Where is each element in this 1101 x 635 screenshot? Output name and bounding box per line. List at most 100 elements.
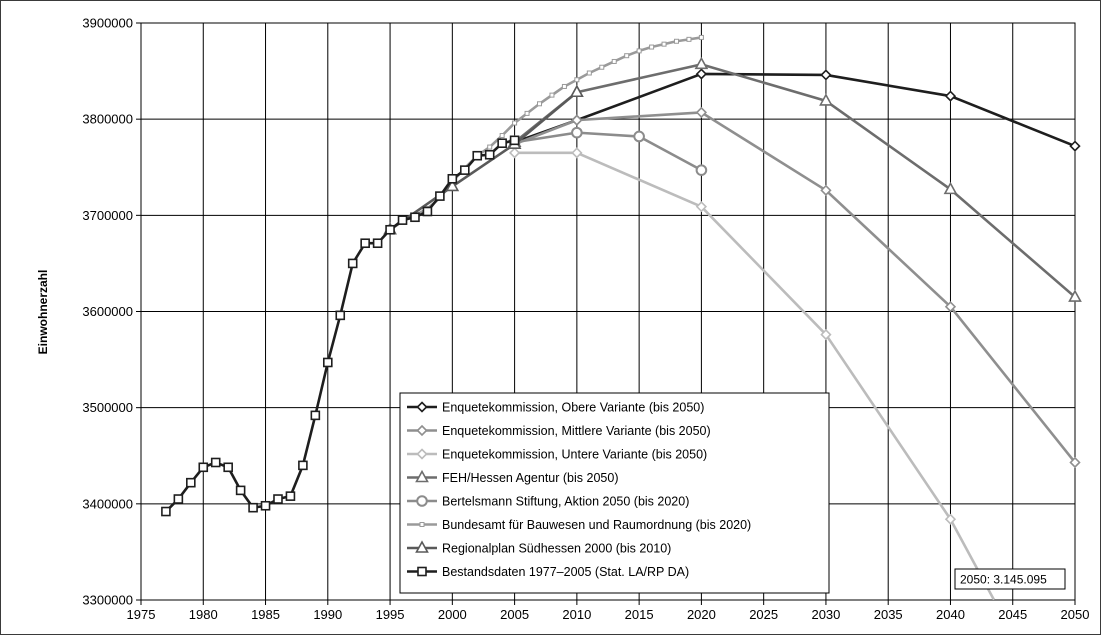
- data-point: [397, 215, 408, 225]
- x-tick-label: 1995: [376, 607, 405, 622]
- y-axis-label: Einwohnerzahl: [36, 270, 50, 355]
- data-point: [322, 357, 333, 368]
- data-point: [508, 147, 521, 159]
- data-point: [695, 201, 708, 213]
- data-point: [695, 106, 708, 119]
- data-point: [248, 502, 258, 513]
- x-axis: 1975 1980 1985 1990 1995 2000 2005 2010 2015 2020…: [127, 600, 1089, 622]
- data-point: [487, 144, 493, 150]
- y-tick-label: 3700000: [82, 208, 133, 223]
- legend-item: Bestandsdaten 1977–2005 (Stat. LA/RP DA): [407, 565, 689, 579]
- x-tick-label: 1985: [251, 607, 280, 622]
- data-point: [694, 56, 709, 70]
- data-point: [944, 301, 957, 313]
- y-tick-label: 3300000: [82, 593, 133, 608]
- legend-marker: [417, 566, 427, 577]
- legend-box: [399, 392, 830, 594]
- data-point: [173, 494, 184, 504]
- data-point: [686, 36, 692, 42]
- y-tick-label: 3400000: [82, 496, 133, 511]
- data-point: [273, 494, 283, 504]
- data-point: [509, 135, 520, 146]
- legend-label: Enquetekommission, Obere Variante (bis 2…: [442, 401, 704, 415]
- data-point: [198, 462, 209, 473]
- data-point: [820, 69, 832, 81]
- data-point: [260, 500, 271, 511]
- legend-marker: [416, 495, 428, 507]
- data-point: [497, 138, 507, 149]
- data-point: [944, 90, 957, 102]
- x-tick-label: 2005: [500, 607, 529, 622]
- legend-label: Regionalplan Südhessen 2000 (bis 2010): [442, 542, 671, 556]
- data-point: [695, 68, 708, 80]
- legend-marker: [416, 424, 428, 437]
- data-point: [298, 460, 308, 471]
- series-line: [389, 91, 578, 231]
- data-point: [571, 126, 583, 139]
- series-layer: [161, 34, 1082, 600]
- data-point: [661, 41, 667, 47]
- data-point: [624, 53, 630, 59]
- data-point: [223, 462, 233, 473]
- data-point: [335, 310, 346, 321]
- data-point: [1068, 289, 1082, 302]
- legend-marker: [415, 469, 429, 483]
- data-point: [695, 164, 708, 176]
- data-point: [599, 64, 605, 70]
- legend-item: Enquetekommission, Untere Variante (bis …: [407, 448, 707, 462]
- x-tick-label: 2030: [811, 607, 840, 622]
- data-point: [698, 34, 704, 40]
- x-tick-label: 2045: [998, 607, 1027, 622]
- annotation-box: 2050: 3.145.095: [954, 568, 1066, 590]
- x-tick-label: 2010: [562, 607, 591, 622]
- x-tick-label: 2015: [625, 607, 654, 622]
- annotation-text: 2050: 3.145.095: [960, 573, 1047, 587]
- data-point: [586, 70, 592, 76]
- data-point: [571, 147, 583, 159]
- legend-label: Bundesamt für Bauwesen und Raumordnung (…: [442, 518, 751, 532]
- legend-item: Bundesamt für Bauwesen und Raumordnung (…: [407, 518, 751, 532]
- data-point: [571, 114, 583, 126]
- data-point: [943, 181, 958, 195]
- data-point: [1069, 140, 1081, 152]
- data-point: [422, 206, 433, 217]
- legend-marker: [416, 448, 428, 460]
- x-tick-label: 1980: [189, 607, 218, 622]
- data-point: [285, 491, 296, 501]
- data-point: [561, 83, 567, 89]
- data-point: [372, 238, 383, 249]
- y-tick-label: 3600000: [82, 304, 133, 319]
- legend: Enquetekommission, Obere Variante (bis 2…: [399, 392, 830, 594]
- data-point: [570, 84, 584, 98]
- series-3: [508, 147, 996, 600]
- legend-marker: [419, 522, 425, 527]
- x-tick-label: 2035: [874, 607, 903, 622]
- data-point: [385, 224, 395, 235]
- legend-label: Bertelsmann Stiftung, Aktion 2050 (bis 2…: [442, 495, 689, 509]
- data-point: [161, 506, 171, 517]
- x-tick-label: 2025: [749, 607, 778, 622]
- data-point: [636, 48, 642, 54]
- legend-item: Bertelsmann Stiftung, Aktion 2050 (bis 2…: [407, 495, 689, 509]
- data-point: [611, 58, 617, 64]
- data-point: [360, 238, 370, 249]
- x-tick-label: 2040: [936, 607, 965, 622]
- y-tick-label: 3500000: [82, 400, 133, 415]
- data-point: [649, 44, 655, 50]
- data-point: [235, 485, 246, 496]
- data-point: [459, 165, 470, 175]
- series-8: [161, 135, 520, 517]
- data-point: [499, 133, 505, 139]
- legend-label: FEH/Hessen Agentur (bis 2050): [442, 471, 618, 485]
- data-point: [210, 457, 221, 468]
- legend-label: Enquetekommission, Untere Variante (bis …: [442, 448, 707, 462]
- x-tick-label: 1975: [127, 607, 156, 622]
- legend-marker: [415, 540, 429, 553]
- data-point: [820, 184, 832, 196]
- legend-label: Enquetekommission, Mittlere Variante (bi…: [442, 424, 711, 438]
- legend-item: FEH/Hessen Agentur (bis 2050): [407, 469, 618, 485]
- data-point: [819, 93, 833, 106]
- data-point: [673, 38, 679, 44]
- data-point: [549, 92, 555, 98]
- series-line: [514, 111, 1077, 464]
